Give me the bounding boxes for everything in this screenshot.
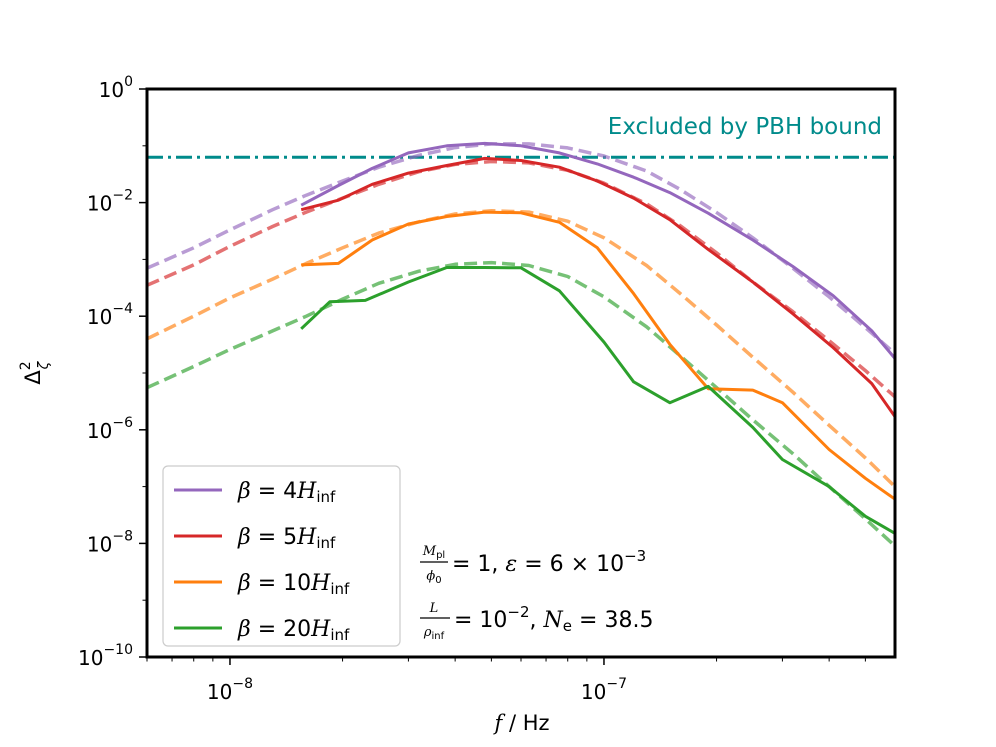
y-axis-label: Δ2 ζ	[18, 360, 52, 384]
series-1-solid-line	[300, 141, 895, 360]
series-4-dashed-fit	[147, 260, 895, 548]
svg-text:ρinf: ρinf	[423, 625, 445, 642]
y-tick-label: 10−10	[78, 642, 133, 670]
series-3-solid-line	[301, 210, 895, 501]
tick-layer: 10−8 10−7 100 10−2 10−4 10−6 10−8 10−10	[78, 74, 866, 704]
y-tick-label: 100	[99, 74, 133, 102]
x-tick-label: 10−7	[581, 676, 627, 704]
legend: β = 4Hinf β = 5Hinf β = 10Hinf β = 20Hinf	[174, 479, 350, 644]
pbh-bound-label: Excluded by PBH bound	[608, 114, 882, 140]
y-tick-label: 10−6	[87, 415, 133, 443]
parameter-annotation: Mpl ϕ0 = 1, ε = 6 × 10−3 L ρinf = 10−2, …	[420, 544, 653, 642]
series-3-dashed-fit	[147, 208, 895, 488]
legend-label-3: β = 10Hinf	[237, 571, 350, 598]
y-tick-label: 10−2	[87, 188, 133, 216]
series-layer	[147, 141, 895, 548]
series-4-solid-line	[300, 266, 895, 535]
x-axis-label: f / Hz	[492, 711, 549, 735]
series-2-solid-line	[300, 156, 895, 418]
series-1-dashed-fit	[147, 142, 895, 355]
svg-text:Δ2ζ: Δ2 ζ	[18, 360, 52, 384]
legend-box	[162, 465, 401, 647]
y-tick-label: 10−4	[87, 301, 133, 329]
x-tick-label: 10−8	[207, 676, 253, 704]
svg-text:ϕ0: ϕ0	[426, 569, 441, 586]
svg-text:L: L	[429, 601, 439, 616]
series-2-dashed-fit	[147, 159, 895, 399]
svg-text:= 10−2, Ne = 38.5: = 10−2, Ne = 38.5	[454, 603, 653, 635]
legend-label-4: β = 20Hinf	[237, 617, 350, 644]
svg-text:Mpl: Mpl	[422, 544, 445, 561]
legend-label-2: β = 5Hinf	[237, 525, 336, 552]
legend-label-1: β = 4Hinf	[237, 479, 336, 506]
svg-text:= 1, ε = 6 × 10−3: = 1, ε = 6 × 10−3	[452, 547, 646, 577]
y-tick-label: 10−8	[87, 528, 133, 556]
